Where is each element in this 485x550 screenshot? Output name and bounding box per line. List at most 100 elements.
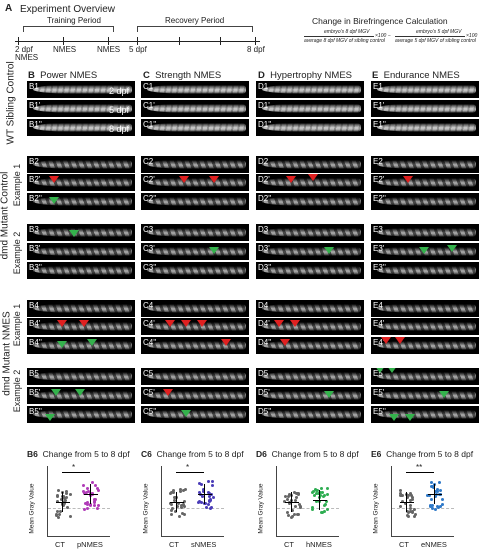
fish-image-e4: E4 (371, 300, 479, 317)
green-arrow (49, 197, 59, 204)
image-label: E2' (373, 175, 385, 184)
data-point (290, 515, 294, 519)
data-point (182, 504, 186, 508)
image-label: B2' (29, 175, 41, 184)
image-label: C4'' (143, 338, 157, 347)
red-arrow (181, 320, 191, 327)
fish-image-e4p: E4' (371, 318, 479, 335)
fish-body (262, 84, 362, 95)
data-point (179, 489, 183, 493)
image-label: E4'' (373, 338, 386, 347)
stats-xlabel: CT (169, 540, 179, 549)
fish-image-c2p: C2' (141, 174, 249, 191)
data-point (408, 509, 412, 513)
fish-image-d2pp: D2'' (256, 193, 364, 210)
image-label: E2'' (373, 194, 386, 203)
formula-den1: average 8 dpf MGV of sibling control (304, 38, 385, 44)
formula-num2: embryo's 5 dpf MGV (416, 29, 462, 35)
data-point (86, 501, 90, 505)
fish-body (262, 303, 362, 314)
fish-body (262, 196, 362, 207)
stats-xlabel: CT (399, 540, 409, 549)
data-point (311, 507, 315, 511)
data-point (207, 500, 211, 504)
data-point (89, 504, 93, 508)
data-point (428, 494, 432, 497)
fish-image-b4p: B4' (27, 318, 135, 335)
fish-body (262, 409, 362, 420)
green-arrow (209, 247, 219, 254)
fish-image-b5p: B5' (27, 387, 135, 404)
fish-image-d4pp: D4'' (256, 337, 364, 354)
column-header-c: C Strength NMES (143, 70, 222, 81)
image-label: C1 (143, 82, 154, 91)
data-point (66, 506, 70, 510)
data-point (323, 503, 327, 507)
image-label: C2'' (143, 194, 157, 203)
data-point (413, 514, 417, 518)
data-point (198, 481, 202, 485)
stats-plot-b6: * (47, 463, 110, 537)
data-point (297, 502, 301, 506)
fish-image-d4: D4 (256, 300, 364, 317)
red-arrow (197, 320, 207, 327)
data-point (169, 492, 173, 496)
data-point (59, 497, 63, 501)
image-label: E5' (373, 388, 385, 397)
data-point (438, 481, 442, 485)
fish-body (377, 122, 477, 133)
fish-body (147, 227, 247, 238)
data-point (438, 488, 442, 492)
fish-body (147, 177, 247, 188)
red-arrow (280, 339, 290, 346)
fish-body (147, 340, 247, 351)
image-label: E3 (373, 225, 383, 234)
data-point (82, 484, 86, 488)
data-point (316, 491, 320, 495)
data-point (83, 507, 87, 511)
fish-body (147, 122, 247, 133)
data-point (56, 489, 60, 493)
image-label: D2 (258, 157, 269, 166)
data-point (207, 494, 211, 498)
data-point (436, 504, 440, 508)
green-arrow (375, 368, 385, 373)
image-label: D5 (258, 369, 269, 378)
fish-body (377, 371, 477, 382)
data-point (97, 489, 101, 493)
data-point (323, 509, 327, 513)
data-point (92, 504, 96, 508)
fish-image-e3pp: E3'' (371, 262, 479, 279)
fish-image-d1pp: D1'' (256, 119, 364, 136)
data-point (431, 503, 435, 507)
data-point (283, 499, 287, 503)
fish-image-b2: B2 (27, 156, 135, 173)
fish-image-c1: C1 (141, 81, 249, 98)
fish-body (377, 390, 477, 401)
tick-nmes-b: NMES (53, 45, 77, 54)
image-label: D5' (258, 388, 270, 397)
data-point (441, 502, 445, 506)
data-point (298, 504, 302, 508)
fish-image-d5p: D5' (256, 387, 364, 404)
stats-xlabel: eNMES (421, 540, 447, 549)
data-point (399, 504, 403, 508)
fish-body (377, 265, 477, 276)
fish-image-b3pp: B3'' (27, 262, 135, 279)
fish-image-e2: E2 (371, 156, 479, 173)
data-point (325, 507, 329, 511)
data-point (64, 492, 68, 496)
data-point (408, 499, 412, 503)
data-point (210, 483, 214, 487)
fish-body (262, 371, 362, 382)
data-point (86, 506, 90, 510)
data-point (291, 509, 295, 513)
data-point (182, 499, 186, 503)
fish-body (33, 177, 133, 188)
image-label: E1 (373, 82, 383, 91)
image-label: B5'' (29, 407, 42, 416)
tick-2dpf: 2 dpf (15, 45, 33, 54)
image-label: D4 (258, 301, 269, 310)
fish-image-d5: D5 (256, 368, 364, 385)
red-arrow (286, 176, 296, 183)
